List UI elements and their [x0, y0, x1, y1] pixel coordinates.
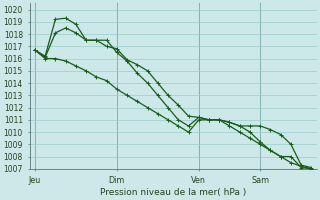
- X-axis label: Pression niveau de la mer( hPa ): Pression niveau de la mer( hPa ): [100, 188, 246, 197]
